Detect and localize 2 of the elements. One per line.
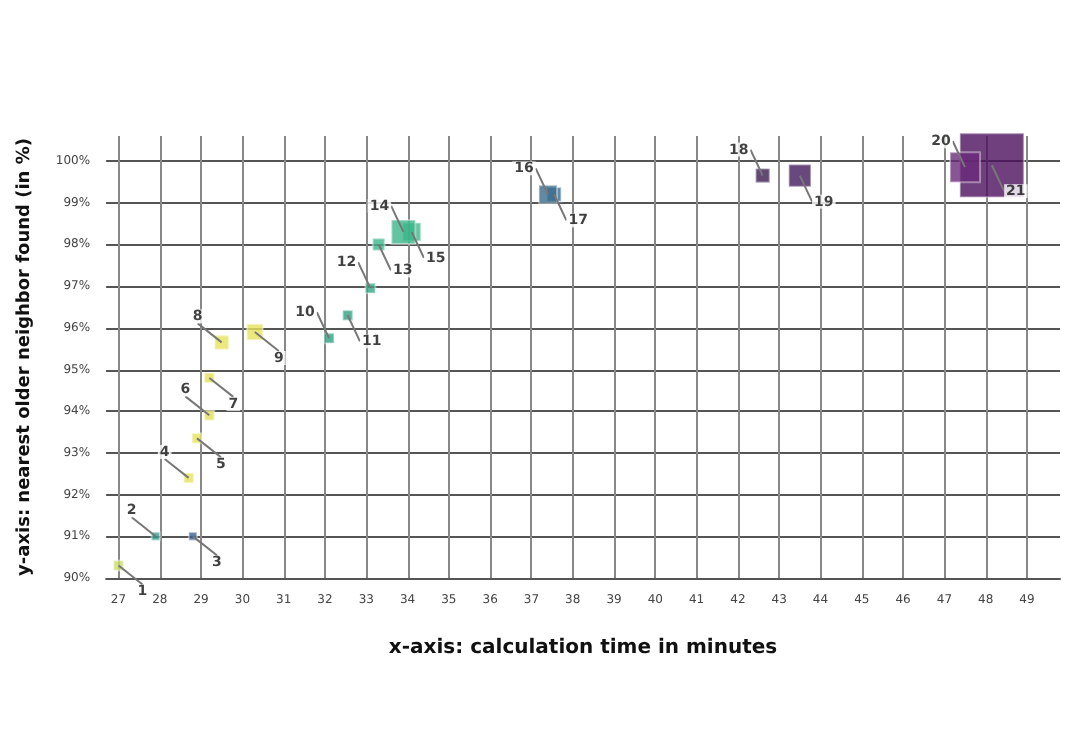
y-axis-title: y-axis: nearest older neighbor found (in %)	[15, 138, 35, 576]
x-axis-title: x-axis: calculation time in minutes	[388, 637, 778, 659]
